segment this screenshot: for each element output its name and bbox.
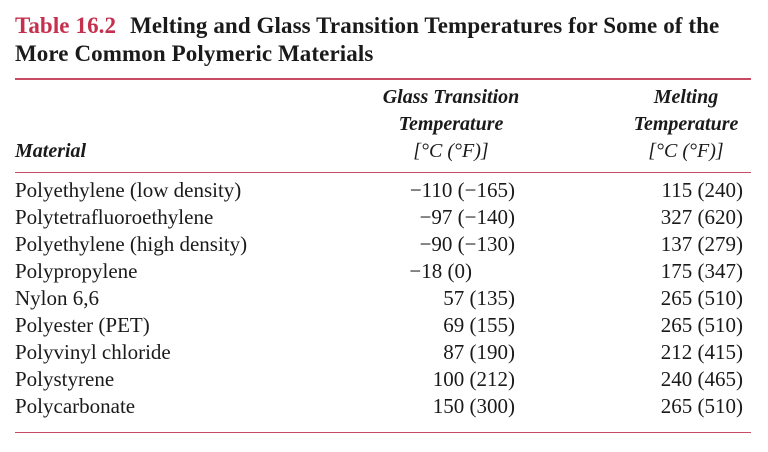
table-row: Polyethylene (high density) −90 (−130) 1… [15,231,755,258]
cell-melt: 265 (510) [660,313,743,337]
cell-melt: 265 (510) [660,394,743,418]
cell-glass: 87 (190) [443,340,515,364]
cell-material: Polytetrafluoroethylene [15,205,214,229]
header-glass-line1: Glass Transition [382,86,520,108]
cell-glass: 150 (300) [432,394,515,418]
cell-material: Polyester (PET) [15,313,150,337]
cell-material: Nylon 6,6 [15,286,99,310]
cell-glass: −110 (−165) [409,178,515,202]
header-melting: Melting Temperature [°C (°F)] [612,84,760,165]
header-glass-unit: [°C (°F)] [413,140,489,162]
cell-melt: 137 (279) [660,232,743,256]
table-row: Polystyrene 100 (212) 240 (465) [15,366,755,393]
bottom-rule [15,432,751,433]
cell-melt: 327 (620) [660,205,743,229]
table-caption: Melting and Glass Transition Temperature… [15,13,720,66]
cell-material: Polypropylene [15,259,138,283]
cell-glass: −97 (−140) [419,205,515,229]
table-body: Polyethylene (low density) −110 (−165) 1… [15,177,755,420]
table-number: Table 16.2 [15,13,117,38]
table-row: Polycarbonate 150 (300) 265 (510) [15,393,755,420]
cell-glass: −90 (−130) [419,232,515,256]
cell-material: Polyethylene (low density) [15,178,242,202]
cell-melt: 212 (415) [660,340,743,364]
header-melt-unit: [°C (°F)] [648,140,724,162]
header-glass-line2: Temperature [398,113,504,135]
table-row: Polypropylene −18 (0) 175 (347) [15,258,755,285]
table-row: Polyester (PET) 69 (155) 265 (510) [15,312,755,339]
table-row: Polyvinyl chloride 87 (190) 212 (415) [15,339,755,366]
table-row: Polytetrafluoroethylene −97 (−140) 327 (… [15,204,755,231]
cell-glass: 69 (155) [443,313,515,337]
header-material: Material [15,140,87,162]
cell-glass: 57 (135) [443,286,515,310]
cell-material: Polystyrene [15,367,115,391]
header-melt-line2: Temperature [633,113,739,135]
cell-material: Polyvinyl chloride [15,340,171,364]
cell-glass: 100 (212) [432,367,515,391]
cell-material: Polyethylene (high density) [15,232,248,256]
cell-melt: 115 (240) [661,178,743,202]
cell-melt: 265 (510) [660,286,743,310]
cell-material: Polycarbonate [15,394,136,418]
header-melt-line1: Melting [653,86,719,108]
header-glass-transition: Glass Transition Temperature [°C (°F)] [340,84,562,165]
top-rule [15,78,751,80]
cell-melt: 175 (347) [660,259,743,283]
header-rule [15,172,751,173]
cell-melt: 240 (465) [660,367,743,391]
table-row: Polyethylene (low density) −110 (−165) 1… [15,177,755,204]
table-row: Nylon 6,6 57 (135) 265 (510) [15,285,755,312]
cell-glass: −18 (0) [409,259,472,283]
table-title: Table 16.2 Melting and Glass Transition T… [15,12,755,68]
